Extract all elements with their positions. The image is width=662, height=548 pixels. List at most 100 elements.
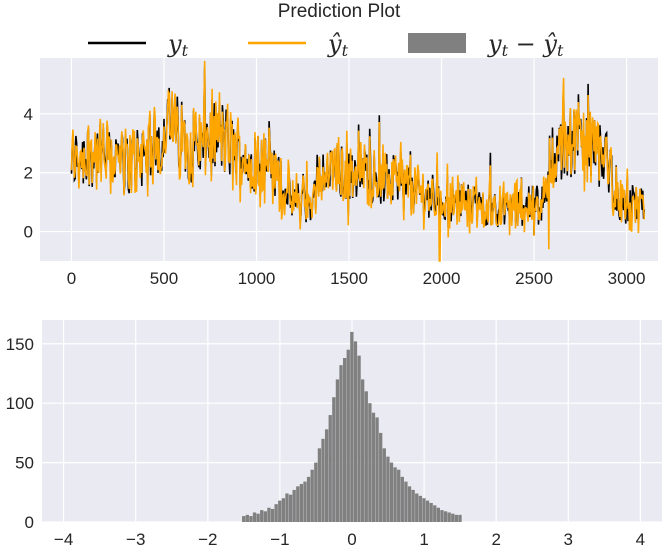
histogram-bar — [314, 462, 318, 522]
histogram-bar — [397, 469, 401, 522]
histogram-bar — [281, 498, 286, 522]
histogram-bar — [368, 403, 372, 522]
histogram-bar — [263, 511, 267, 522]
histogram-bar — [256, 513, 260, 522]
top-x-tick-label: 0 — [67, 269, 76, 288]
histogram-bar — [278, 500, 282, 522]
residual-histogram: −4 −3 −2 −1 0 1 2 3 4 0 50 100 150 — [6, 320, 662, 548]
series-line-predicted — [70, 60, 646, 262]
histogram-bar — [404, 481, 408, 522]
top-x-tick-label: 1500 — [330, 269, 368, 288]
bottom-x-tick-label: 3 — [564, 530, 573, 548]
histogram-bar — [364, 391, 368, 522]
histogram-bar — [454, 514, 459, 522]
histogram-bar — [324, 429, 329, 522]
bottom-x-tick-label: −3 — [126, 530, 145, 548]
bottom-y-tick-label: 0 — [25, 513, 34, 532]
histogram-bar — [389, 462, 394, 522]
histogram-bar — [382, 448, 386, 522]
top-x-tick-label: 1000 — [238, 269, 276, 288]
histogram-bar — [357, 355, 361, 522]
top-series-group — [70, 60, 646, 262]
histogram-bar — [429, 502, 433, 522]
histogram-bar — [451, 513, 455, 522]
legend-predicted-label: ŷt — [327, 30, 349, 60]
histogram-bar — [252, 512, 257, 522]
histogram-bar — [317, 448, 322, 522]
histogram-bar — [274, 504, 278, 522]
histogram-bar — [242, 516, 246, 522]
histogram-bar — [245, 514, 249, 522]
histogram-bar — [436, 507, 441, 522]
histogram-bar — [346, 349, 350, 522]
legend: yt ŷt yt − ŷt — [88, 30, 564, 60]
bottom-x-tick-label: 4 — [636, 530, 645, 548]
histogram-bar — [332, 397, 336, 522]
time-series-chart: 0 500 1000 1500 2000 2500 3000 0 2 4 — [24, 58, 658, 288]
top-x-tick-label: 3000 — [608, 269, 646, 288]
bottom-x-tick-label: −2 — [198, 530, 217, 548]
top-y-tick-label: 0 — [24, 223, 33, 242]
histogram-bar — [285, 493, 289, 522]
bottom-x-tick-label: 2 — [491, 530, 500, 548]
histogram-bar — [371, 412, 376, 522]
histogram-bar — [440, 510, 444, 522]
bottom-y-tick-labels: 0 50 100 150 — [6, 335, 34, 532]
legend-residual-label: yt − ŷt — [487, 30, 564, 60]
legend-actual-label: yt — [167, 30, 189, 60]
histogram-bar — [321, 438, 325, 522]
top-y-tick-labels: 0 2 4 — [24, 105, 33, 242]
histogram-bar — [260, 510, 264, 522]
bottom-x-tick-label: −4 — [54, 530, 73, 548]
histogram-bar — [425, 500, 430, 522]
top-x-tick-label: 2500 — [515, 269, 553, 288]
histogram-bar — [361, 379, 365, 522]
histogram-bar — [393, 467, 397, 522]
top-x-tick-label: 2000 — [423, 269, 461, 288]
bottom-y-tick-label: 50 — [15, 454, 34, 473]
histogram-bar — [350, 331, 354, 522]
histogram-bar — [328, 415, 332, 522]
bottom-y-tick-label: 100 — [6, 394, 34, 413]
bottom-x-tick-label: 1 — [419, 530, 428, 548]
histogram-bar — [306, 476, 311, 522]
histogram-bar — [296, 486, 300, 522]
histogram-bar — [375, 417, 379, 522]
histogram-bar — [386, 456, 390, 522]
histogram-bar — [303, 481, 307, 522]
top-y-tick-label: 2 — [24, 164, 33, 183]
histogram-bar — [422, 498, 426, 522]
top-y-tick-label: 4 — [24, 105, 33, 124]
top-x-tick-label: 500 — [150, 269, 178, 288]
histogram-bar — [433, 505, 437, 522]
histogram-bar — [447, 512, 451, 522]
histogram-bar — [270, 508, 275, 522]
top-x-tick-labels: 0 500 1000 1500 2000 2500 3000 — [67, 269, 646, 288]
bottom-x-tick-label: 0 — [347, 530, 356, 548]
histogram-bar — [342, 358, 347, 522]
histogram-bar — [299, 483, 304, 522]
histogram-bar — [443, 511, 448, 522]
histogram-bar — [339, 365, 343, 522]
histogram-bar — [458, 514, 462, 522]
histogram-bars — [242, 331, 462, 522]
histogram-bar — [335, 379, 340, 522]
bottom-x-tick-label: −1 — [270, 530, 289, 548]
histogram-bar — [353, 341, 358, 522]
histogram-bar — [267, 507, 271, 522]
bottom-x-tick-labels: −4 −3 −2 −1 0 1 2 3 4 — [54, 530, 645, 548]
histogram-bar — [415, 493, 419, 522]
histogram-bar — [411, 489, 415, 522]
histogram-bar — [310, 469, 314, 522]
histogram-bar — [292, 489, 296, 522]
histogram-bar — [379, 432, 383, 522]
chart-title: Prediction Plot — [278, 1, 401, 22]
histogram-bar — [288, 494, 293, 522]
legend-residual-swatch — [408, 33, 466, 53]
histogram-bar — [249, 516, 253, 522]
histogram-bar — [407, 486, 412, 522]
bottom-y-tick-label: 150 — [6, 335, 34, 354]
histogram-bar — [418, 495, 422, 522]
histogram-bar — [400, 476, 404, 522]
